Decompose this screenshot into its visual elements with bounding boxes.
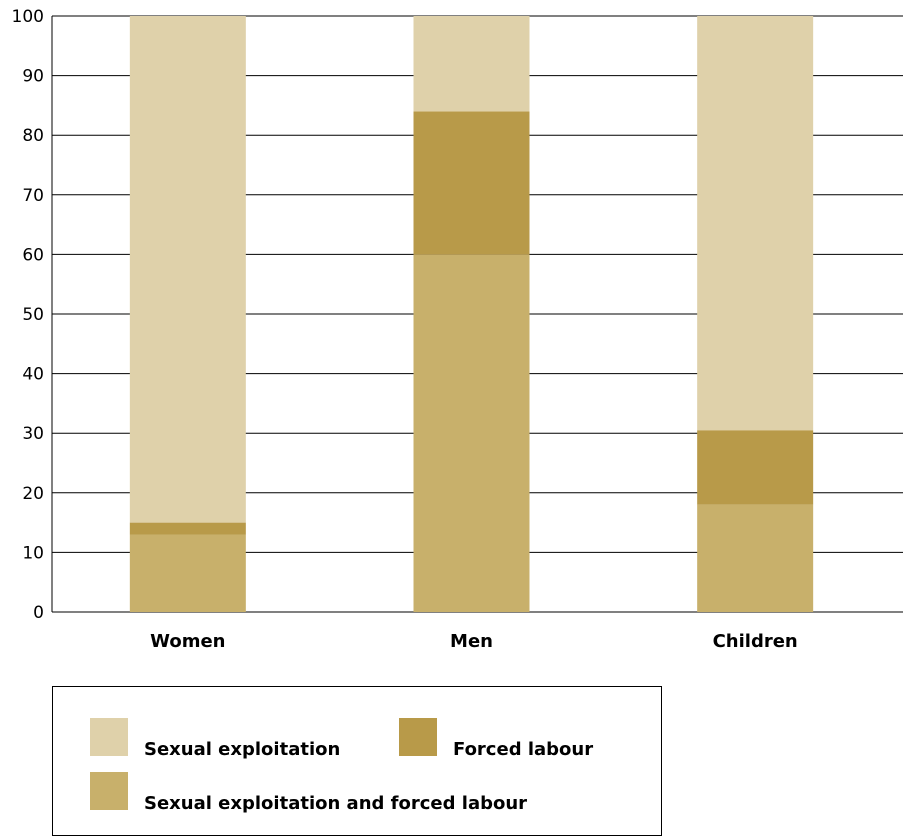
- stacked-bar-chart: 0 10 20 30 40 50 60 70 80 90 100 Women Men Children: [12, 7, 903, 652]
- bar-children-series-2: [697, 16, 814, 431]
- legend-item-forced-labour: Forced labour: [399, 713, 593, 760]
- y-tick-label-30: 30: [22, 424, 44, 444]
- bars: [129, 16, 814, 612]
- y-tick-label-70: 70: [22, 186, 44, 206]
- x-axis-labels: Women Men Children: [150, 631, 798, 652]
- legend-swatch-sexual-exploitation: [90, 717, 128, 756]
- legend-label-forced-labour: Forced labour: [453, 739, 594, 760]
- x-label-women: Women: [150, 631, 225, 652]
- bar-children-series-0: [697, 504, 814, 612]
- x-label-children: Children: [713, 631, 798, 652]
- legend-swatch-both: [90, 771, 128, 810]
- legend: Sexual exploitation Forced labour Sexual…: [52, 686, 662, 836]
- legend-item-both: Sexual exploitation and forced labour: [90, 767, 527, 814]
- legend-item-sexual-exploitation: Sexual exploitation: [90, 713, 340, 760]
- y-tick-label-80: 80: [22, 126, 44, 146]
- x-label-men: Men: [450, 631, 493, 652]
- y-axis-ticks: 0 10 20 30 40 50 60 70 80 90 100: [12, 7, 44, 623]
- y-tick-label-50: 50: [22, 305, 44, 325]
- legend-label-both: Sexual exploitation and forced labour: [144, 793, 528, 814]
- y-tick-label-100: 100: [12, 7, 44, 27]
- bar-women-series-0: [129, 534, 246, 612]
- y-tick-label-0: 0: [33, 603, 44, 623]
- bar-men-series-2: [413, 16, 530, 112]
- bar-children-series-1: [697, 430, 814, 505]
- legend-label-sexual-exploitation: Sexual exploitation: [144, 739, 341, 760]
- bar-women-series-1: [129, 522, 246, 535]
- y-tick-label-10: 10: [22, 543, 44, 563]
- bar-men-series-1: [413, 111, 530, 255]
- y-tick-label-20: 20: [22, 484, 44, 504]
- bar-women-series-2: [129, 16, 246, 523]
- y-tick-label-60: 60: [22, 245, 44, 265]
- y-tick-label-40: 40: [22, 365, 44, 385]
- bar-men-series-0: [413, 254, 530, 612]
- legend-swatch-forced-labour: [399, 717, 437, 756]
- y-tick-label-90: 90: [22, 67, 44, 87]
